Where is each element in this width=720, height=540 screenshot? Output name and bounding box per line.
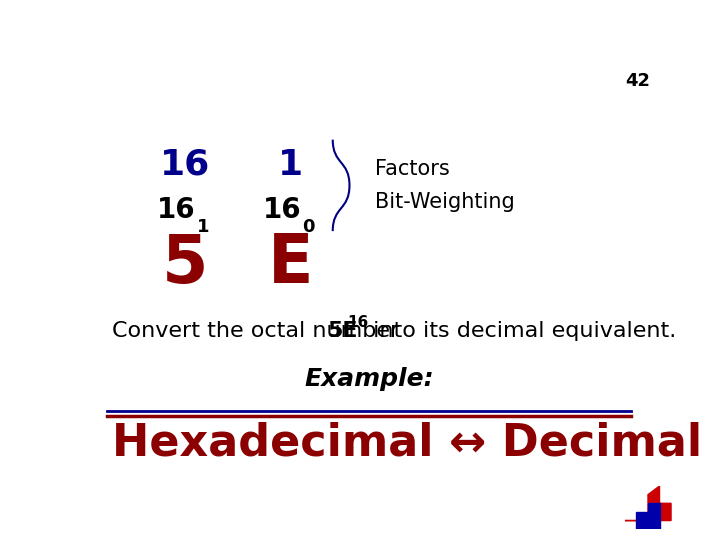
Text: 16: 16 <box>264 197 302 224</box>
Text: 0: 0 <box>302 218 315 236</box>
Text: Factors: Factors <box>374 159 449 179</box>
Text: 42: 42 <box>626 72 651 90</box>
Text: Bit-Weighting: Bit-Weighting <box>374 192 514 212</box>
Text: Hexadecimal ↔ Decimal Process: Hexadecimal ↔ Decimal Process <box>112 422 720 465</box>
Text: Convert the octal number: Convert the octal number <box>112 321 407 341</box>
Text: 16: 16 <box>160 147 210 181</box>
Text: 1: 1 <box>197 218 209 236</box>
Text: 5E: 5E <box>327 321 358 341</box>
Text: into its decimal equivalent.: into its decimal equivalent. <box>366 321 677 341</box>
Text: 16: 16 <box>348 315 369 330</box>
Text: 16: 16 <box>157 197 196 224</box>
Text: 1: 1 <box>279 147 303 181</box>
Polygon shape <box>636 503 660 529</box>
Text: Example:: Example: <box>304 367 434 391</box>
Text: 5: 5 <box>162 231 208 298</box>
Polygon shape <box>625 486 671 521</box>
Text: E: E <box>268 231 314 298</box>
